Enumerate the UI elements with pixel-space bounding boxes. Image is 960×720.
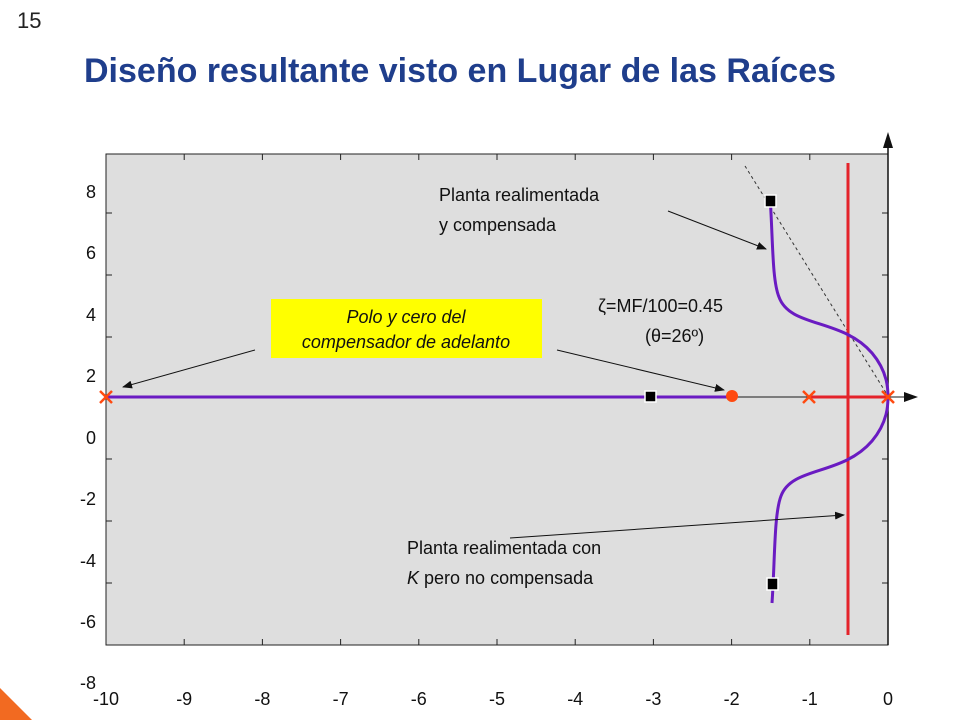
x-tick-label: -4 xyxy=(567,689,583,709)
pole-marker-minus1 xyxy=(802,390,816,404)
x-tick-label: -2 xyxy=(724,689,740,709)
x-tick-label: -10 xyxy=(93,689,119,709)
annotation-damping: ζ=MF/100=0.45 xyxy=(598,296,723,316)
x-tick-labels: -10 -9 -8 -7 -6 -5 -4 -3 -2 -1 0 xyxy=(93,689,893,709)
compensator-zero-marker xyxy=(726,390,738,402)
annotation-uncompensated-line2: K pero no compensada xyxy=(407,568,594,588)
real-axis-arrowhead xyxy=(904,392,918,402)
x-tick-label: -3 xyxy=(645,689,661,709)
pole-marker-origin xyxy=(881,390,895,404)
pole-marker-minus10 xyxy=(99,390,113,404)
annotation-compensated-line1: Planta realimentada xyxy=(439,185,600,205)
corner-decoration xyxy=(0,688,32,720)
y-tick-label: 2 xyxy=(86,366,96,386)
callout-line2: compensador de adelanto xyxy=(302,332,510,352)
annotation-uncompensated-box xyxy=(396,529,684,595)
y-tick-label: -4 xyxy=(80,551,96,571)
y-tick-label: -8 xyxy=(80,673,96,693)
callout-lead-compensator xyxy=(271,299,542,358)
y-tick-label: -2 xyxy=(80,489,96,509)
callout-line1: Polo y cero del xyxy=(346,307,466,327)
y-tick-label: 6 xyxy=(86,243,96,263)
y-tick-label: -6 xyxy=(80,612,96,632)
annotation-angle: (θ=26º) xyxy=(645,326,704,346)
arrow-uncompensated xyxy=(509,511,845,539)
x-tick-label: -7 xyxy=(333,689,349,709)
y-tick-label: 8 xyxy=(86,182,96,202)
x-tick-label: -9 xyxy=(176,689,192,709)
x-tick-label: -8 xyxy=(254,689,270,709)
compensated-locus-lower xyxy=(770,396,890,604)
x-tick-label: -5 xyxy=(489,689,505,709)
y-tick-label: 4 xyxy=(86,305,96,325)
x-tick-label: -1 xyxy=(802,689,818,709)
closed-loop-pole-upper xyxy=(764,194,777,208)
arrow-to-zero xyxy=(556,349,725,392)
page-title: Diseño resultante visto en Lugar de las … xyxy=(84,52,837,90)
annotation-k-italic: K xyxy=(407,568,420,588)
annotation-uncompensated-rest: pero no compensada xyxy=(419,568,594,588)
y-tick-label: 0 xyxy=(86,428,96,448)
annotation-compensated-line2: y compensada xyxy=(439,215,557,235)
arrow-to-pole xyxy=(122,349,256,389)
compensated-locus-upper xyxy=(768,195,890,398)
annotation-uncompensated-line1: Planta realimentada con xyxy=(407,538,601,558)
arrow-compensated xyxy=(667,210,767,250)
x-tick-label: -6 xyxy=(411,689,427,709)
closed-loop-pole-lower xyxy=(766,577,779,591)
closed-loop-pole-real xyxy=(644,390,657,403)
imag-axis-arrowhead xyxy=(883,132,893,148)
x-tick-label: 0 xyxy=(883,689,893,709)
y-tick-labels: 8 6 4 2 0 -2 -4 -6 -8 xyxy=(80,182,96,693)
slide-number: 15 xyxy=(17,8,42,33)
